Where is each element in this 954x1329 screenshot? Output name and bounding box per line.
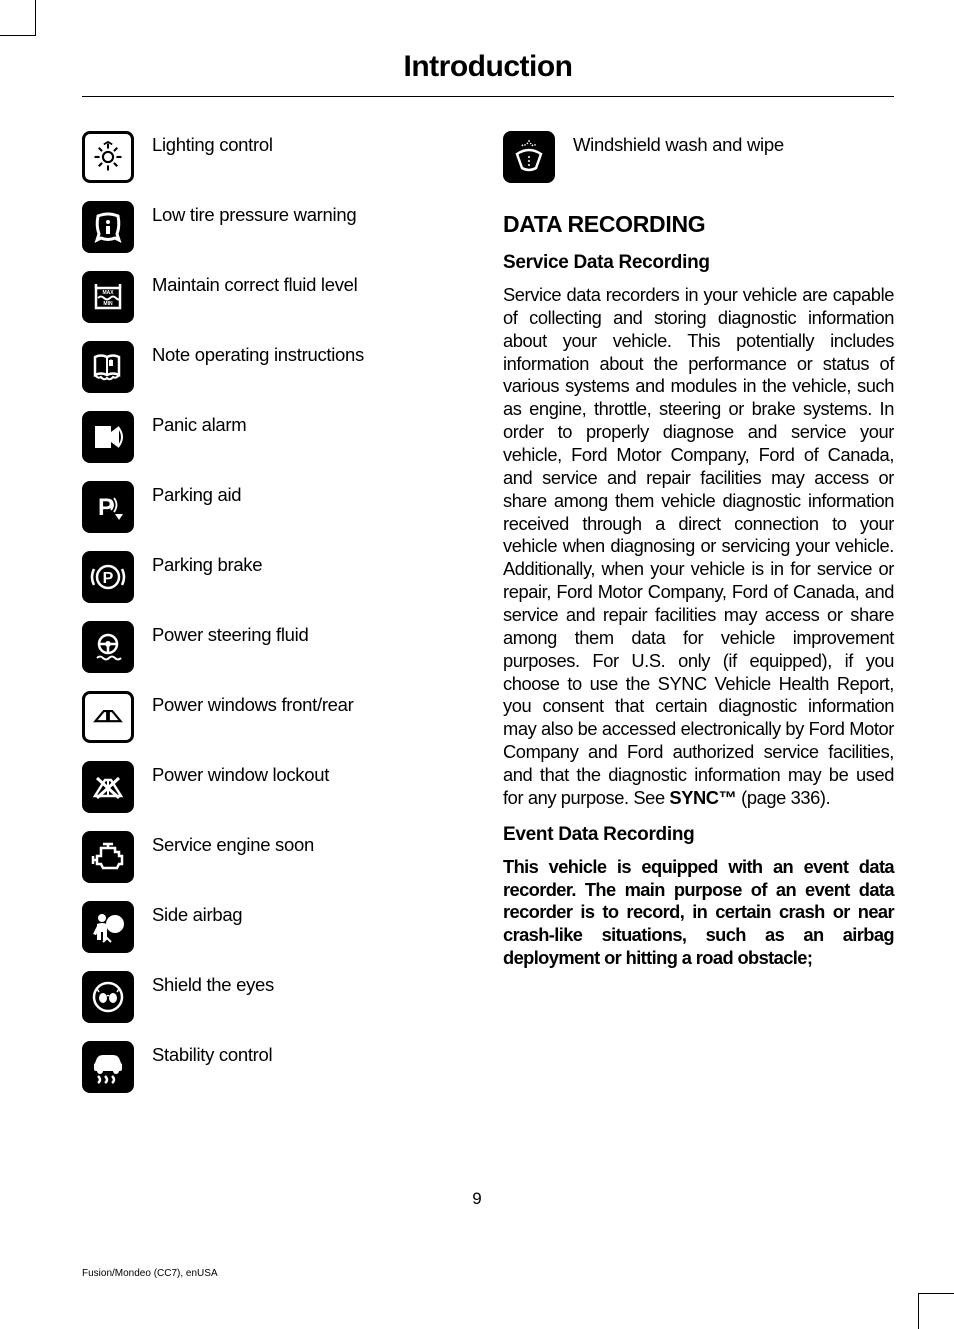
icon-label: Side airbag <box>152 901 242 926</box>
service-engine-icon <box>82 831 134 883</box>
svg-text:MIN: MIN <box>103 301 113 307</box>
low-tire-pressure-icon <box>82 201 134 253</box>
icon-label: Power steering fluid <box>152 621 308 646</box>
icon-label: Low tire pressure warning <box>152 201 356 226</box>
note-instructions-icon <box>82 341 134 393</box>
content-columns: Lighting control Low tire pressure warnin… <box>82 131 894 1111</box>
sync-ref: SYNC™ <box>669 787 736 808</box>
icon-label: Parking aid <box>152 481 241 506</box>
shield-eyes-icon <box>82 971 134 1023</box>
icon-label: Parking brake <box>152 551 262 576</box>
icon-row: Service engine soon <box>82 831 473 883</box>
stability-control-icon <box>82 1041 134 1093</box>
left-column: Lighting control Low tire pressure warnin… <box>82 131 473 1111</box>
icon-label: Shield the eyes <box>152 971 274 996</box>
service-body-post: (page 336). <box>736 787 830 808</box>
icon-row: Power window lockout <box>82 761 473 813</box>
icon-label: Panic alarm <box>152 411 246 436</box>
icon-row: Power steering fluid <box>82 621 473 673</box>
icon-label: Power windows front/rear <box>152 691 354 716</box>
crop-mark-tl <box>0 0 36 36</box>
icon-row: Windshield wash and wipe <box>503 131 894 183</box>
service-body-pre: Service data recorders in your vehicle a… <box>503 284 894 808</box>
power-windows-icon <box>82 691 134 743</box>
icon-row: Power windows front/rear <box>82 691 473 743</box>
fluid-level-icon: MAX MIN <box>82 271 134 323</box>
icon-label: Windshield wash and wipe <box>573 131 784 156</box>
icon-label: Lighting control <box>152 131 273 156</box>
icon-row: Side airbag <box>82 901 473 953</box>
footer-text: Fusion/Mondeo (CC7), enUSA <box>82 1268 218 1279</box>
crop-mark-br <box>918 1293 954 1329</box>
power-steering-fluid-icon <box>82 621 134 673</box>
data-recording-heading: DATA RECORDING <box>503 211 894 238</box>
icon-row: P Parking brake <box>82 551 473 603</box>
right-column: Windshield wash and wipe DATA RECORDING … <box>503 131 894 1111</box>
lighting-control-icon <box>82 131 134 183</box>
side-airbag-icon <box>82 901 134 953</box>
icon-row: P Parking aid <box>82 481 473 533</box>
icon-label: Note operating instructions <box>152 341 364 366</box>
event-data-subheading: Event Data Recording <box>503 824 894 846</box>
icon-label: Stability control <box>152 1041 272 1066</box>
windshield-wash-icon <box>503 131 555 183</box>
icon-row: Panic alarm <box>82 411 473 463</box>
page-title: Introduction <box>82 50 894 97</box>
icon-label: Service engine soon <box>152 831 314 856</box>
power-window-lockout-icon <box>82 761 134 813</box>
event-data-body: This vehicle is equipped with an event d… <box>503 856 894 970</box>
icon-row: Lighting control <box>82 131 473 183</box>
parking-aid-icon: P <box>82 481 134 533</box>
icon-row: MAX MIN Maintain correct fluid level <box>82 271 473 323</box>
svg-text:MAX: MAX <box>102 290 114 296</box>
parking-brake-icon: P <box>82 551 134 603</box>
panic-alarm-icon <box>82 411 134 463</box>
page-number: 9 <box>0 1189 954 1209</box>
service-data-body: Service data recorders in your vehicle a… <box>503 284 894 810</box>
icon-row: Low tire pressure warning <box>82 201 473 253</box>
icon-label: Power window lockout <box>152 761 329 786</box>
svg-text:P: P <box>103 570 114 587</box>
icon-label: Maintain correct fluid level <box>152 271 357 296</box>
icon-row: Shield the eyes <box>82 971 473 1023</box>
service-data-subheading: Service Data Recording <box>503 252 894 274</box>
icon-row: Stability control <box>82 1041 473 1093</box>
icon-row: Note operating instructions <box>82 341 473 393</box>
